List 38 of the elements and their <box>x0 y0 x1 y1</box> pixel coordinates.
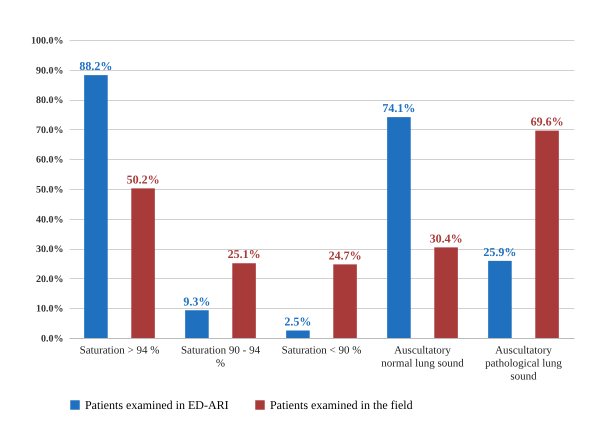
y-tick-label: 40.0% <box>36 214 64 226</box>
data-label: 74.1% <box>382 101 416 116</box>
bar <box>434 247 458 338</box>
x-tick-label: Saturation > 94 % <box>80 344 160 356</box>
legend-label: Patients examined in the field <box>270 398 413 412</box>
x-tick-label: Saturation < 90 % <box>282 344 362 356</box>
y-tick-label: 100.0% <box>31 36 64 46</box>
y-tick-label: 90.0% <box>36 65 64 76</box>
data-label: 88.2% <box>79 59 112 74</box>
y-tick-label: 70.0% <box>36 124 64 136</box>
y-tick-label: 80.0% <box>36 95 64 106</box>
bar <box>232 263 256 338</box>
x-tick-label: Saturation 90 - 94 % <box>180 344 261 370</box>
bar <box>535 130 559 338</box>
y-tick-label: 60.0% <box>36 154 64 166</box>
bar <box>333 264 357 338</box>
x-tick-label: Auscultatory pathological lung sound <box>485 344 562 382</box>
bar <box>286 330 310 338</box>
bar <box>488 260 512 338</box>
bar <box>131 188 155 338</box>
bar <box>387 117 411 338</box>
data-label: 69.6% <box>530 114 564 129</box>
y-tick-label: 50.0% <box>36 184 64 196</box>
data-label: 25.1% <box>228 247 261 262</box>
data-label: 50.2% <box>126 172 160 186</box>
bar <box>84 75 108 338</box>
data-label: 25.9% <box>483 244 516 259</box>
y-tick-label: 30.0% <box>36 244 64 256</box>
data-label: 24.7% <box>328 248 362 262</box>
legend-label: Patients examined in ED-ARI <box>85 398 229 412</box>
y-tick-label: 0.0% <box>41 334 64 344</box>
data-label: 9.3% <box>183 294 210 308</box>
x-tick-label: Auscultatory normal lung sound <box>381 344 464 370</box>
bar <box>185 310 209 338</box>
y-tick-label: 20.0% <box>36 274 64 285</box>
y-tick-label: 10.0% <box>36 304 64 315</box>
data-label: 2.5% <box>284 314 312 329</box>
data-label: 30.4% <box>430 231 463 246</box>
